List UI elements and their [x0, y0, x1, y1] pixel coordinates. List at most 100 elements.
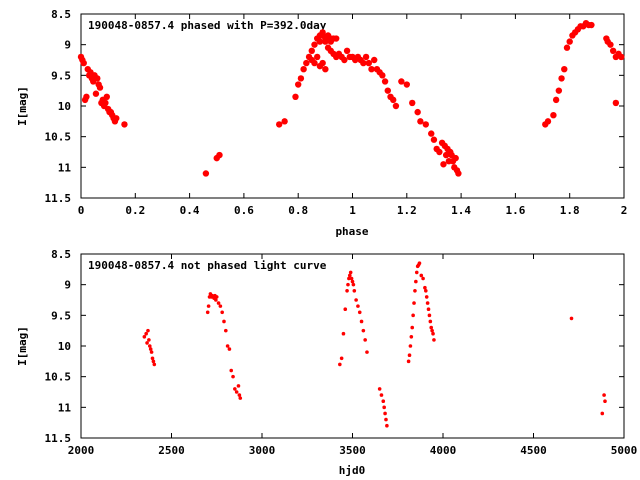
unphased-data-point [225, 344, 230, 348]
phased-y-tick-label: 10 [58, 100, 71, 113]
phased-data-point [292, 93, 299, 101]
unphased-data-point [346, 282, 350, 287]
phased-data-point [422, 121, 430, 128]
unphased-data-point [233, 387, 237, 391]
unphased-data-point [149, 350, 154, 354]
phased-data-point [362, 53, 370, 61]
phased-y-tick-label: 8.5 [51, 8, 71, 21]
phased-data-point [311, 41, 318, 48]
phased-data-point [368, 66, 375, 73]
phased-data-point [544, 118, 552, 125]
phased-x-tick-label: 1.2 [397, 204, 417, 217]
unphased-data-point [341, 331, 346, 336]
unphased-data-point [150, 356, 155, 361]
phased-x-tick-label: 1.8 [560, 204, 580, 217]
phased-data-point [327, 38, 334, 45]
phased-data-point [83, 93, 90, 101]
unphased-y-tick-label: 11 [58, 401, 72, 414]
unphased-y-tick-label: 9.5 [51, 309, 71, 322]
unphased-x-tick-label: 3500 [339, 444, 366, 457]
unphased-data-point [385, 423, 389, 428]
unphased-data-point [421, 276, 425, 281]
phased-y-tick-label: 10.5 [45, 131, 72, 144]
unphased-data-point [147, 338, 151, 342]
unphased-data-point [151, 359, 156, 364]
unphased-x-tick-label: 2500 [158, 444, 185, 457]
unphased-data-point [414, 279, 418, 284]
phased-y-tick-label: 9.5 [51, 69, 71, 82]
phased-x-axis-title: phase [335, 225, 368, 238]
phased-data-point [319, 59, 326, 67]
unphased-data-point [426, 307, 431, 312]
unphased-data-point [144, 331, 148, 336]
unphased-data-point [569, 316, 574, 321]
unphased-y-tick-label: 8.5 [51, 248, 71, 261]
unphased-data-point [347, 276, 351, 281]
unphased-data-point [224, 328, 228, 333]
phased-x-tick-label: 0.8 [288, 204, 308, 217]
unphased-data-point [413, 289, 417, 293]
unphased-data-point [407, 353, 412, 358]
phased-data-point [409, 99, 416, 107]
phased-data-point [295, 81, 302, 88]
phased-x-tick-label: 2 [621, 204, 628, 217]
phased-data-point [566, 38, 573, 45]
unphased-data-point [432, 338, 436, 342]
phased-plot-title: 190048-0857.4 phased with P=392.0day [88, 19, 327, 32]
phased-data-point [555, 87, 563, 94]
phased-data-point [417, 118, 424, 125]
phased-data-point [360, 59, 367, 67]
unphased-x-axis-title: hjd0 [339, 464, 366, 477]
unphased-data-point [417, 261, 422, 266]
unphased-data-point [424, 289, 428, 293]
phased-data-point [80, 59, 87, 67]
unphased-data-point [359, 319, 364, 324]
unphased-data-point [411, 313, 415, 318]
phased-data-point [341, 56, 348, 64]
unphased-data-point [234, 390, 239, 394]
unphased-x-tick-label: 3000 [249, 444, 276, 457]
unphased-y-tick-label: 11.5 [45, 432, 72, 445]
unphased-data-point [339, 356, 344, 361]
phased-data-point [316, 38, 324, 45]
phased-data-point [552, 96, 560, 104]
unphased-light-curve-panel: I[mag] hjd0 190048-0857.4 not phased lig… [16, 248, 637, 477]
unphased-data-point [428, 319, 433, 324]
unphased-data-point [429, 325, 434, 330]
unphased-data-point [145, 341, 149, 345]
unphased-data-point [222, 319, 226, 324]
phased-data-point [202, 170, 210, 177]
unphased-data-point [237, 393, 242, 397]
phased-data-point [609, 47, 617, 54]
phased-data-point [322, 35, 329, 42]
phased-data-point [436, 148, 443, 156]
unphased-data-point [218, 304, 223, 308]
unphased-data-point [383, 411, 387, 416]
unphased-data-point [408, 344, 413, 348]
unphased-data-point [351, 282, 356, 287]
unphased-data-point [410, 325, 415, 330]
phased-x-tick-label: 0.2 [125, 204, 145, 217]
unphased-data-point [427, 313, 432, 318]
phased-data-point [403, 81, 410, 88]
unphased-data-point [238, 396, 243, 400]
phased-data-point [381, 78, 389, 85]
unphased-data-point [409, 335, 414, 339]
unphased-y-tick-label: 10.5 [45, 371, 72, 384]
unphased-data-point [343, 307, 348, 312]
phased-x-tick-label: 1.6 [505, 204, 525, 217]
unphased-data-point [382, 405, 386, 410]
phased-data-point [384, 87, 391, 94]
unphased-data-point [147, 344, 152, 348]
phased-data-point [96, 84, 104, 91]
phased-x-tick-label: 0.4 [180, 204, 200, 217]
unphased-x-tick-label: 4000 [430, 444, 457, 457]
phased-y-tick-label: 11.5 [45, 192, 72, 205]
unphased-data-point [381, 399, 386, 404]
phased-data-point [430, 136, 438, 143]
unphased-data-point [414, 270, 419, 275]
unphased-data-point [352, 289, 357, 293]
phased-data-point [563, 44, 571, 51]
